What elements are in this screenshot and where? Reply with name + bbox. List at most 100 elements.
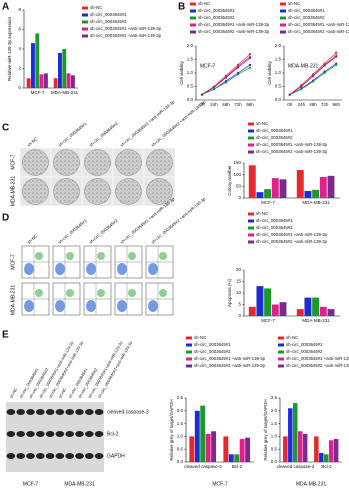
bar	[239, 438, 245, 462]
blot-band	[16, 453, 26, 459]
legend-label: sh-circ_0003645#2 +anti-miR-139-3p	[194, 363, 266, 368]
cell-cloud	[35, 289, 43, 297]
legend-label: sh-NC	[194, 335, 206, 340]
band-label: cleaved caspase-3	[107, 409, 149, 415]
legend-label: sh-circ_0003645#1 +anti-miR-139-3p	[256, 232, 328, 237]
bar	[194, 410, 200, 462]
y-axis-label: Apoptosis (%)	[227, 278, 232, 307]
cell-cloud	[97, 289, 105, 297]
bar	[319, 453, 324, 462]
legend-swatch	[82, 13, 88, 17]
blot-band	[45, 431, 55, 437]
colony-plate	[146, 178, 173, 205]
legend-swatch	[82, 34, 88, 38]
bar	[271, 304, 279, 316]
blot-band	[55, 453, 65, 459]
bar	[234, 454, 240, 462]
row-label: MCF-7	[10, 254, 16, 269]
x-tick-label: Bcl-2	[321, 464, 332, 469]
bar	[62, 49, 67, 88]
bar	[200, 405, 206, 462]
legend-label: sh-circ_0003645#1 +anti-miR-139-3p	[256, 142, 328, 147]
legend-label: sh-circ_0003645#2	[194, 349, 231, 354]
x-tick-label: MDA-MB-231	[51, 90, 79, 95]
legend-swatch	[186, 357, 192, 361]
blot-band	[16, 431, 26, 437]
lane-label: sh-NC	[57, 387, 67, 399]
point	[212, 86, 216, 89]
x-tick-label: cleaved caspase-3	[184, 464, 222, 469]
column-label: sh-NC	[26, 136, 38, 147]
cell-cloud	[97, 252, 105, 260]
legend-swatch	[278, 357, 284, 361]
legend-label: sh-NC	[90, 5, 102, 10]
cell-cloud	[55, 300, 65, 312]
bar	[283, 436, 288, 462]
bar	[297, 431, 303, 462]
blot-band	[16, 409, 26, 415]
y-tick-label: 50	[236, 184, 242, 189]
legend-swatch	[248, 219, 254, 223]
legend-swatch	[190, 9, 196, 13]
legend-label: sh-circ_0003645#2 +anti-miR-139-3p	[256, 149, 328, 154]
y-axis-label: Cell viability	[179, 60, 184, 85]
y-axis-label: Cell viability	[267, 60, 272, 85]
y-tick-label: 1.0	[187, 70, 194, 75]
y-tick-label: 2.0	[177, 408, 184, 413]
point	[248, 66, 252, 69]
y-tick-label: 2.0	[187, 43, 194, 48]
legend-label: sh-circ_0003645#2	[288, 15, 325, 20]
x-tick-label: 24h	[210, 102, 218, 107]
legend-swatch	[248, 240, 254, 244]
bar	[319, 306, 327, 316]
legend-label: sh-NC	[256, 121, 268, 126]
x-tick-label: 48h	[222, 102, 230, 107]
blot-band	[36, 409, 45, 415]
bar	[314, 436, 319, 462]
legend-label: sh-NC	[286, 335, 298, 340]
bar	[319, 177, 327, 198]
legend-swatch	[248, 226, 254, 230]
y-axis-label: Relative grey of target/GAPDH	[263, 399, 268, 460]
cell-cloud	[128, 289, 136, 297]
bar	[312, 297, 320, 316]
x-tick-label: MDA-MB-231	[302, 318, 330, 323]
blot-band	[26, 431, 35, 437]
panel-label: E	[2, 330, 9, 341]
point	[323, 71, 326, 75]
cell-cloud	[148, 263, 158, 275]
point	[311, 80, 315, 83]
y-tick-label: 1.5	[271, 421, 278, 426]
y-tick-label: 1.0	[177, 434, 184, 439]
bar	[248, 306, 256, 316]
y-tick-label: 150	[233, 160, 241, 165]
legend-label: sh-circ_0003645#1	[256, 128, 293, 133]
column-label: sh-circ_0003645#1	[57, 120, 88, 147]
y-tick-label: 0.0	[271, 459, 278, 464]
point	[224, 76, 228, 79]
cell-cloud	[24, 263, 34, 275]
blot-band	[55, 431, 65, 437]
lane-label: sh-NC	[8, 387, 18, 399]
legend-swatch	[186, 343, 192, 347]
point	[236, 73, 240, 76]
point	[335, 55, 338, 58]
cell-cloud	[86, 300, 96, 312]
band-label: Bcl-2	[107, 431, 119, 437]
chart-title: MDA-MB-231	[296, 481, 327, 487]
cell-cloud	[117, 300, 127, 312]
bar	[304, 191, 312, 198]
colony-plate	[22, 178, 49, 205]
bar	[327, 309, 335, 316]
legend-swatch	[248, 122, 254, 126]
bar	[312, 189, 320, 198]
y-tick-label: 2.0	[271, 408, 278, 413]
x-tick-label: 48h	[309, 102, 317, 107]
legend-label: sh-circ_0003645#2	[90, 19, 127, 24]
y-tick-label: 0.0	[187, 97, 194, 102]
legend-label: sh-circ_0003645#2	[256, 225, 293, 230]
column-label: sh-NC	[26, 233, 38, 244]
legend-swatch	[190, 23, 196, 27]
y-tick-label: 20	[236, 267, 242, 272]
